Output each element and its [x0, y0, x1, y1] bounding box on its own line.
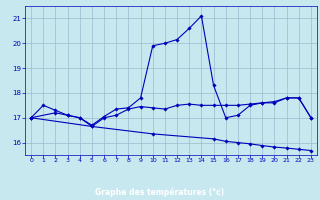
- Text: Graphe des températures (°c): Graphe des températures (°c): [95, 187, 225, 197]
